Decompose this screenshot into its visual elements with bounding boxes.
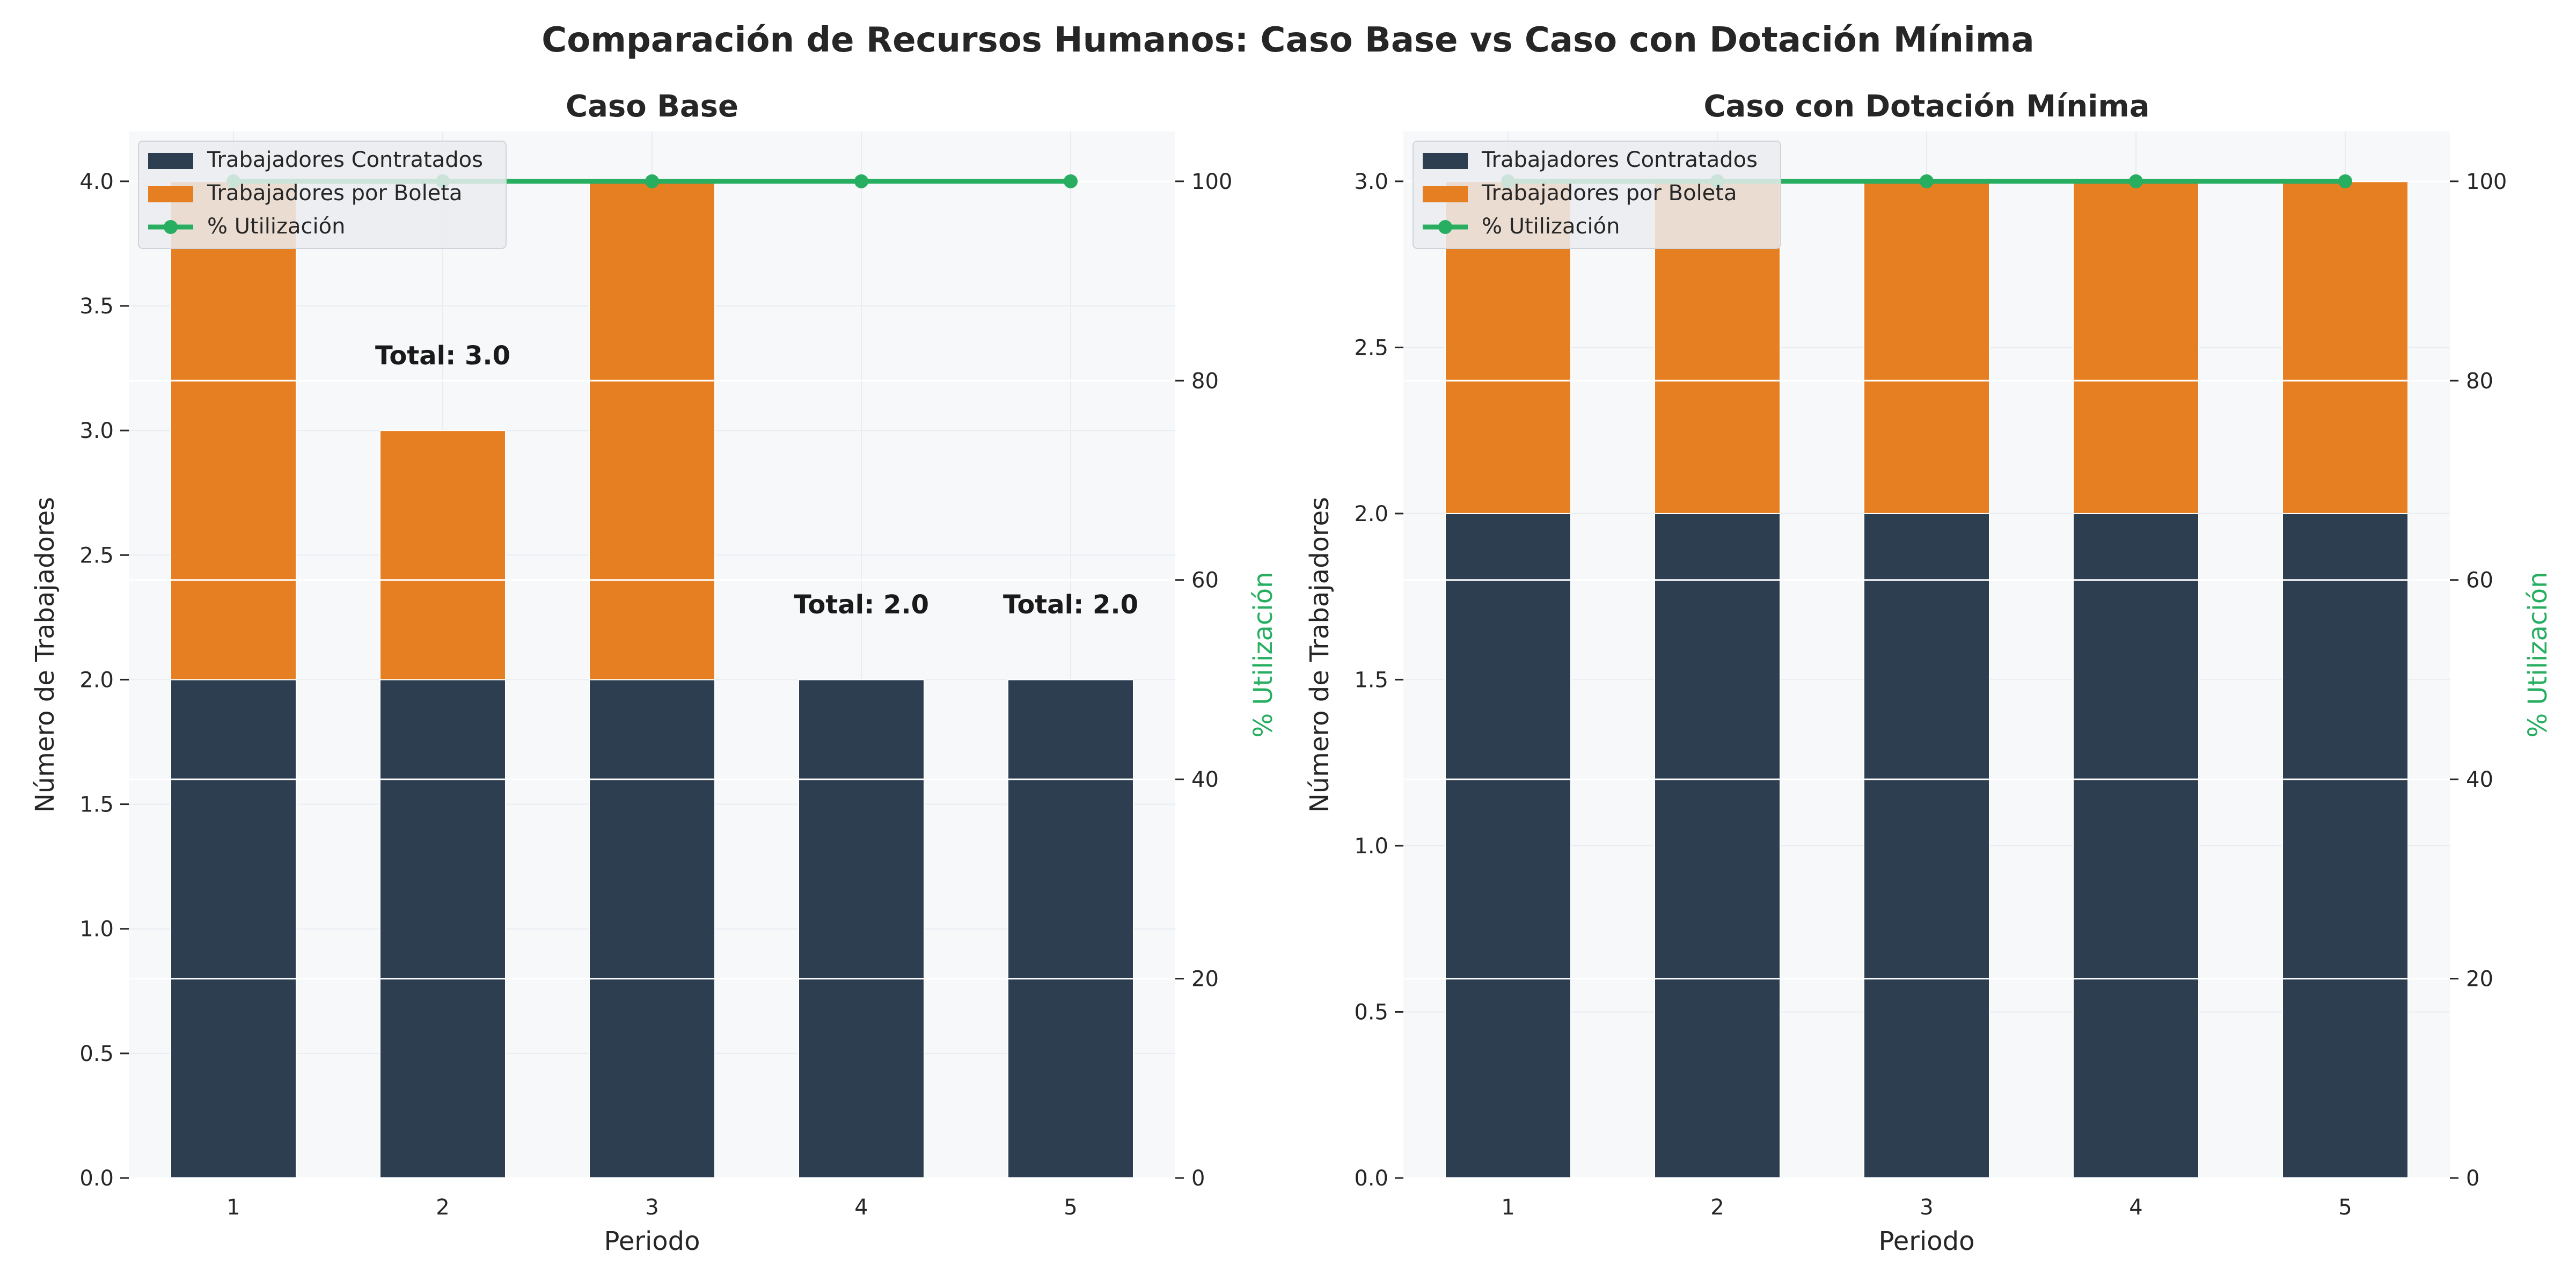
legend-label: Trabajadores por Boleta xyxy=(207,181,463,206)
total-annotation: Total: 3.0 xyxy=(375,341,510,371)
legend-swatch-utilizacion-marker xyxy=(164,220,178,234)
legend-label: % Utilización xyxy=(207,214,345,239)
x-tick-label: 4 xyxy=(2129,1195,2142,1220)
y-tick-label: 3.0 xyxy=(1354,170,1388,194)
chart-panel-1: 0.0 0.5 1.0 1.5 2.0 2.5 3.0 3.5 4.0 0 20 40 60 80 100 1… xyxy=(30,89,1278,1256)
y-tick-label: 1.5 xyxy=(79,793,114,817)
x-tick-label: 5 xyxy=(1064,1195,1077,1220)
y2-tick-label: 80 xyxy=(2466,369,2493,393)
legend-swatch-boleta xyxy=(148,186,193,202)
legend-label: Trabajadores por Boleta xyxy=(1481,181,1737,206)
y-tick-label: 3.0 xyxy=(79,419,114,443)
y-tick-label: 4.0 xyxy=(79,170,114,194)
y2-tick-label: 100 xyxy=(2466,170,2507,194)
y2-tick-label: 40 xyxy=(1191,767,1219,792)
utilizacion-point-3 xyxy=(1920,174,1934,188)
utilizacion-point-4 xyxy=(854,174,868,188)
legend-box xyxy=(138,141,507,249)
y-axis-label: Número de Trabajadores xyxy=(30,497,60,813)
y2-tick-label: 20 xyxy=(2466,967,2493,992)
y-tick-label: 1.0 xyxy=(79,917,114,942)
utilizacion-point-5 xyxy=(2338,174,2352,188)
y-tick-label: 2.0 xyxy=(79,668,114,692)
legend-label: Trabajadores Contratados xyxy=(1481,148,1758,172)
y-tick-label: 0.0 xyxy=(1354,1166,1388,1191)
bar-boleta-2 xyxy=(379,430,506,680)
y-tick-label: 3.5 xyxy=(79,294,114,319)
bar-contratados-4 xyxy=(798,679,925,1179)
total-annotation: Total: 2.0 xyxy=(1003,590,1138,620)
legend-label: Trabajadores Contratados xyxy=(207,148,483,172)
x-axis-label: Periodo xyxy=(1878,1226,1974,1256)
x-tick-label: 3 xyxy=(1920,1195,1933,1220)
total-annotation: Total: 2.0 xyxy=(794,590,929,620)
y2-tick-label: 60 xyxy=(1191,568,1219,593)
y-tick-label: 1.0 xyxy=(1354,834,1388,859)
y-tick-label: 0.5 xyxy=(1354,1000,1388,1024)
bar-boleta-3 xyxy=(589,180,715,680)
y2-tick-label: 40 xyxy=(2466,767,2493,792)
x-tick-label: 5 xyxy=(2338,1195,2352,1220)
y-tick-label: 1.5 xyxy=(1354,668,1388,692)
bar-contratados-1 xyxy=(170,679,297,1179)
x-tick-label: 1 xyxy=(1501,1195,1514,1220)
y-tick-label: 2.0 xyxy=(1354,502,1388,526)
panel-title: Caso Base xyxy=(566,89,738,124)
y2-tick-label: 60 xyxy=(2466,568,2493,593)
y-tick-label: 2.5 xyxy=(79,543,114,568)
bar-contratados-3 xyxy=(589,679,715,1179)
bar-boleta-5 xyxy=(2282,180,2409,514)
utilizacion-point-4 xyxy=(2129,174,2143,188)
legend-swatch-boleta xyxy=(1423,186,1468,202)
utilizacion-point-5 xyxy=(1064,174,1078,188)
x-tick-label: 1 xyxy=(226,1195,240,1220)
panel-title: Caso con Dotación Mínima xyxy=(1703,89,2149,124)
chart-panel-2: 0.0 0.5 1.0 1.5 2.0 2.5 3.0 0 20 40 60 80 100 1 2 3 4 5 Ca… xyxy=(1305,89,2553,1256)
bar-contratados-5 xyxy=(2282,513,2409,1179)
y2-axis-label: % Utilización xyxy=(1248,572,1278,738)
y2-tick-label: 80 xyxy=(1191,369,1219,393)
y-axis-label: Número de Trabajadores xyxy=(1305,497,1335,813)
y2-tick-label: 20 xyxy=(1191,967,1219,992)
figure-title: Comparación de Recursos Humanos: Caso Ba… xyxy=(541,20,2034,60)
bar-boleta-1 xyxy=(170,180,297,680)
legend-box xyxy=(1413,141,1781,249)
bar-contratados-4 xyxy=(2073,513,2199,1179)
y-tick-label: 2.5 xyxy=(1354,335,1388,360)
legend-swatch-utilizacion-marker xyxy=(1438,220,1452,234)
bar-contratados-1 xyxy=(1445,513,1571,1179)
y2-axis-label: % Utilización xyxy=(2523,572,2553,738)
x-tick-label: 3 xyxy=(645,1195,658,1220)
bar-contratados-3 xyxy=(1863,513,1990,1179)
x-tick-label: 2 xyxy=(1710,1195,1724,1220)
bar-boleta-4 xyxy=(2073,180,2199,514)
bar-boleta-3 xyxy=(1863,180,1990,514)
bar-contratados-2 xyxy=(379,679,506,1179)
y-tick-label: 0.5 xyxy=(79,1042,114,1066)
x-tick-label: 4 xyxy=(854,1195,868,1220)
legend-label: % Utilización xyxy=(1482,214,1620,239)
x-tick-label: 2 xyxy=(436,1195,449,1220)
y-tick-label: 0.0 xyxy=(79,1166,114,1191)
legend-swatch-contratados xyxy=(1423,153,1468,169)
bar-contratados-5 xyxy=(1007,679,1134,1179)
legend-swatch-contratados xyxy=(148,153,193,169)
utilizacion-point-3 xyxy=(645,174,659,188)
y2-tick-label: 0 xyxy=(2466,1166,2479,1191)
y2-tick-label: 0 xyxy=(1191,1166,1205,1191)
x-axis-label: Periodo xyxy=(604,1226,700,1256)
y2-tick-label: 100 xyxy=(1191,170,1232,194)
bar-contratados-2 xyxy=(1654,513,1781,1179)
